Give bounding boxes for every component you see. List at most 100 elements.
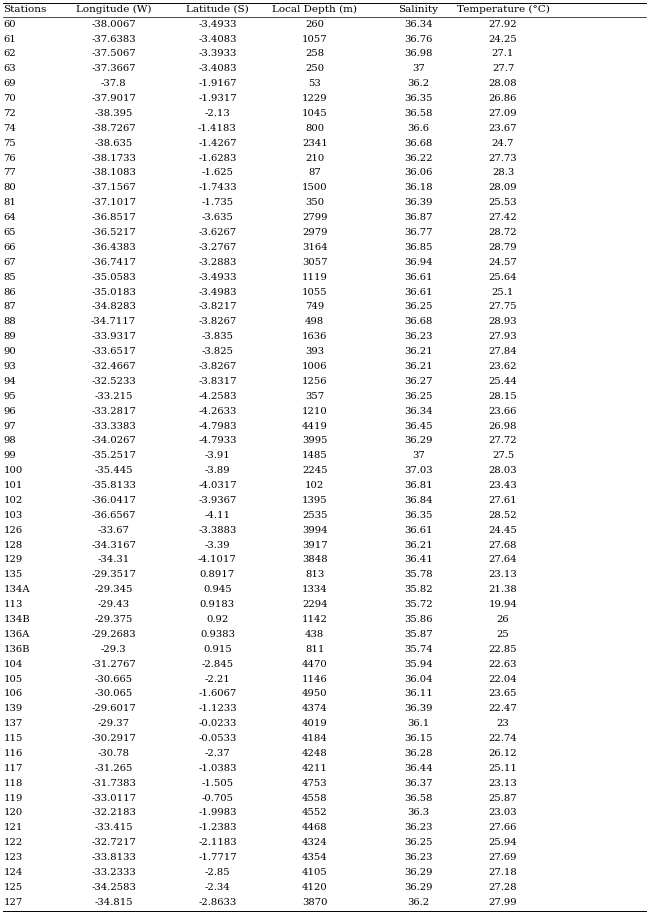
Text: 27.28: 27.28: [489, 883, 517, 892]
Text: 26.86: 26.86: [489, 94, 517, 103]
Text: 800: 800: [305, 124, 324, 133]
Text: -1.6283: -1.6283: [198, 153, 237, 163]
Text: 36.27: 36.27: [404, 377, 433, 386]
Text: 95: 95: [3, 391, 16, 401]
Text: 134A: 134A: [3, 585, 30, 595]
Text: 1395: 1395: [302, 496, 328, 505]
Text: 23: 23: [496, 720, 509, 728]
Text: 113: 113: [3, 600, 23, 609]
Text: 66: 66: [3, 243, 16, 252]
Text: 1146: 1146: [302, 675, 328, 684]
Text: 36.23: 36.23: [404, 853, 433, 862]
Text: -2.1183: -2.1183: [198, 838, 237, 847]
Text: -3.8317: -3.8317: [198, 377, 237, 386]
Text: -33.415: -33.415: [94, 823, 133, 833]
Text: 75: 75: [3, 139, 16, 148]
Text: -30.665: -30.665: [95, 675, 132, 684]
Text: 36.81: 36.81: [404, 481, 433, 490]
Text: 89: 89: [3, 332, 16, 341]
Text: -4.7933: -4.7933: [198, 437, 237, 446]
Text: -3.4933: -3.4933: [198, 273, 237, 282]
Text: -1.505: -1.505: [201, 778, 234, 788]
Text: 121: 121: [3, 823, 23, 833]
Text: 350: 350: [305, 199, 324, 208]
Text: 35.72: 35.72: [404, 600, 433, 609]
Text: 4419: 4419: [302, 422, 328, 430]
Text: 106: 106: [3, 689, 22, 698]
Text: -3.835: -3.835: [201, 332, 234, 341]
Text: 137: 137: [3, 720, 23, 728]
Text: 438: 438: [305, 630, 324, 639]
Text: 36.23: 36.23: [404, 332, 433, 341]
Text: 134B: 134B: [3, 615, 30, 624]
Text: 28.15: 28.15: [489, 391, 517, 401]
Text: -34.31: -34.31: [97, 555, 130, 564]
Text: 36.61: 36.61: [404, 273, 433, 282]
Text: 23.13: 23.13: [489, 571, 517, 579]
Text: Latitude (S): Latitude (S): [186, 5, 249, 14]
Text: 101: 101: [3, 481, 23, 490]
Text: 2294: 2294: [302, 600, 328, 609]
Text: 25.53: 25.53: [489, 199, 517, 208]
Text: -32.4667: -32.4667: [92, 362, 136, 371]
Text: -29.6017: -29.6017: [92, 704, 136, 713]
Text: 27.93: 27.93: [489, 332, 517, 341]
Text: -34.3167: -34.3167: [91, 540, 136, 550]
Text: 36.25: 36.25: [404, 302, 433, 312]
Text: -35.445: -35.445: [94, 466, 133, 475]
Text: 125: 125: [3, 883, 23, 892]
Text: -37.6383: -37.6383: [92, 35, 136, 43]
Text: 35.74: 35.74: [404, 645, 433, 653]
Text: -33.9317: -33.9317: [91, 332, 136, 341]
Text: -3.6267: -3.6267: [199, 228, 236, 237]
Text: 1334: 1334: [302, 585, 328, 595]
Text: 117: 117: [3, 764, 23, 773]
Text: -1.4267: -1.4267: [198, 139, 237, 148]
Text: 1006: 1006: [302, 362, 328, 371]
Text: 25.1: 25.1: [492, 288, 514, 297]
Text: 36.41: 36.41: [404, 555, 433, 564]
Text: 102: 102: [305, 481, 324, 490]
Text: 25.44: 25.44: [489, 377, 517, 386]
Text: 27.7: 27.7: [492, 64, 514, 74]
Text: 28.79: 28.79: [489, 243, 517, 252]
Text: Local Depth (m): Local Depth (m): [273, 5, 357, 14]
Text: -4.2633: -4.2633: [198, 406, 237, 415]
Text: 27.1: 27.1: [492, 50, 514, 59]
Text: -1.9983: -1.9983: [198, 809, 237, 818]
Text: 4324: 4324: [302, 838, 328, 847]
Text: 36.22: 36.22: [404, 153, 433, 163]
Text: 72: 72: [3, 109, 16, 118]
Text: 36.44: 36.44: [404, 764, 433, 773]
Text: 24.45: 24.45: [489, 526, 517, 535]
Text: 19.94: 19.94: [489, 600, 517, 609]
Text: 62: 62: [3, 50, 16, 59]
Text: 2245: 2245: [302, 466, 328, 475]
Text: 2341: 2341: [302, 139, 328, 148]
Text: 1500: 1500: [302, 184, 328, 192]
Text: 22.04: 22.04: [489, 675, 517, 684]
Text: -38.395: -38.395: [94, 109, 133, 118]
Text: 0.9383: 0.9383: [200, 630, 235, 639]
Text: -3.2767: -3.2767: [199, 243, 236, 252]
Text: 120: 120: [3, 809, 23, 818]
Text: 61: 61: [3, 35, 16, 43]
Text: -33.0117: -33.0117: [91, 794, 136, 802]
Text: 21.38: 21.38: [489, 585, 517, 595]
Text: 26.98: 26.98: [489, 422, 517, 430]
Text: 102: 102: [3, 496, 23, 505]
Text: 35.94: 35.94: [404, 660, 433, 669]
Text: 118: 118: [3, 778, 23, 788]
Text: 4019: 4019: [302, 720, 328, 728]
Text: 27.68: 27.68: [489, 540, 517, 550]
Text: 258: 258: [305, 50, 324, 59]
Text: 87: 87: [3, 302, 16, 312]
Text: 22.47: 22.47: [489, 704, 517, 713]
Text: 36.37: 36.37: [404, 778, 433, 788]
Text: -1.7717: -1.7717: [198, 853, 237, 862]
Text: -3.91: -3.91: [204, 451, 230, 460]
Text: 98: 98: [3, 437, 16, 446]
Text: 37.03: 37.03: [404, 466, 433, 475]
Text: -30.2917: -30.2917: [91, 734, 136, 743]
Text: -29.43: -29.43: [97, 600, 130, 609]
